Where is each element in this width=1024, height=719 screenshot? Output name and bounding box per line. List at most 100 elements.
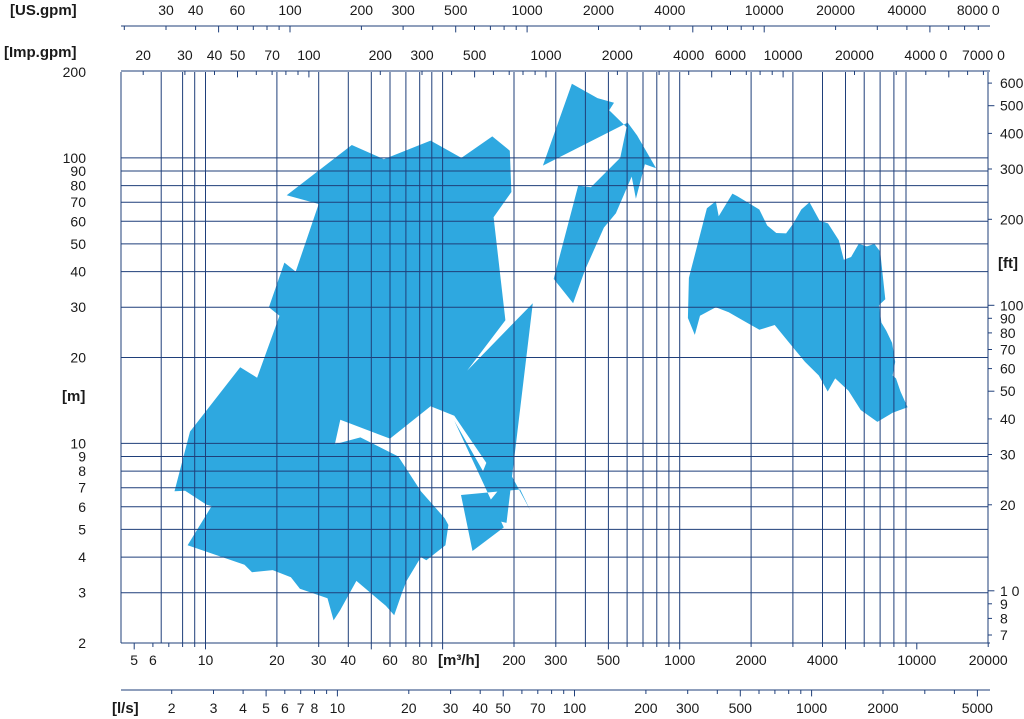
- m-tick-label: 50: [70, 236, 86, 252]
- us-gpm-tick-label: 40: [188, 2, 204, 18]
- ls-tick-label: 2000: [867, 700, 898, 716]
- m3h-tick-label: 300: [544, 652, 568, 668]
- us-gpm-tick-label: 30: [158, 2, 174, 18]
- us-gpm-tick-label: 10000: [745, 2, 784, 18]
- m-tick-label: 100: [63, 150, 87, 166]
- ft-tick-label: 50: [1000, 383, 1016, 399]
- tick-labels: 30 40 60 100 200 300 500 1000 2000 4000 10000 20000…: [63, 2, 1024, 716]
- us-gpm-tick-label: 300: [391, 2, 415, 18]
- m-tick-label: 20: [70, 350, 86, 366]
- m3h-tick-label: 2000: [736, 652, 767, 668]
- m3h-unit-label: [m³/h]: [438, 652, 480, 669]
- m-tick-label: 10: [70, 435, 86, 451]
- ls-tick-label: 5: [262, 700, 270, 716]
- us-gpm-tick-label: 20000: [816, 2, 855, 18]
- ft-tick-label: 30: [1000, 447, 1016, 463]
- ft-tick-label: 70: [1000, 341, 1016, 357]
- m3h-tick-label: 5: [130, 652, 138, 668]
- grid-lines: [121, 72, 988, 644]
- imp-gpm-tick-label: 40: [207, 47, 223, 63]
- ls-tick-label: 5000: [962, 700, 993, 716]
- imp-gpm-tick-label: 4000 0: [904, 47, 947, 63]
- imp-gpm-tick-label: 300: [410, 47, 434, 63]
- ft-tick-label: 9: [1000, 596, 1008, 612]
- imp-gpm-tick-label: 20: [135, 47, 151, 63]
- ft-tick-label: 1 0: [1000, 583, 1020, 599]
- imp-gpm-tick-label: 70: [264, 47, 280, 63]
- m3h-tick-label: 200: [502, 652, 526, 668]
- imp-gpm-tick-label: 500: [463, 47, 487, 63]
- imp-gpm-tick-label: 10000: [764, 47, 803, 63]
- ls-unit-label: [l/s]: [112, 700, 139, 717]
- m3h-tick-label: 20000: [969, 652, 1008, 668]
- m3h-tick-label: 10: [198, 652, 214, 668]
- m-tick-label: 9: [78, 449, 86, 465]
- m3h-tick-label: 6: [149, 652, 157, 668]
- m-tick-label: 5: [78, 521, 86, 537]
- ls-tick-label: 40: [472, 700, 488, 716]
- imp-gpm-tick-label: 30: [177, 47, 193, 63]
- m-tick-label: 8: [78, 463, 86, 479]
- m-tick-label: 90: [70, 163, 86, 179]
- m-tick-label: 200: [63, 64, 87, 80]
- ft-tick-label: 90: [1000, 310, 1016, 326]
- ft-tick-label: 40: [1000, 411, 1016, 427]
- us-gpm-tick-label: 60: [230, 2, 246, 18]
- imp-gpm-tick-label: 20000: [835, 47, 874, 63]
- ft-unit-label: [ft]: [998, 255, 1018, 272]
- ls-tick-label: 10: [330, 700, 346, 716]
- m3h-tick-label: 60: [382, 652, 398, 668]
- ls-tick-label: 4: [239, 700, 247, 716]
- ls-tick-label: 7: [297, 700, 305, 716]
- us-gpm-tick-label: 1000: [512, 2, 543, 18]
- m3h-tick-label: 10000: [897, 652, 936, 668]
- performance-region-5: [687, 193, 908, 422]
- m-tick-label: 4: [78, 549, 86, 565]
- imp-gpm-tick-label: 50: [230, 47, 246, 63]
- ft-tick-label: 600: [1000, 75, 1024, 91]
- us-gpm-tick-label: 200: [350, 2, 374, 18]
- ft-tick-label: 60: [1000, 361, 1016, 377]
- us-gpm-tick-label: 500: [444, 2, 468, 18]
- imp-gpm-unit-label: [Imp.gpm]: [4, 44, 77, 61]
- m-tick-label: 3: [78, 585, 86, 601]
- m-tick-label: 70: [70, 194, 86, 210]
- imp-gpm-tick-label: 7000 0: [962, 47, 1005, 63]
- m-tick-label: 40: [70, 264, 86, 280]
- ls-tick-label: 70: [530, 700, 546, 716]
- us-gpm-tick-label: 40000: [887, 2, 926, 18]
- ls-tick-label: 50: [495, 700, 511, 716]
- ls-tick-label: 8: [311, 700, 319, 716]
- axis-lines: [120, 25, 995, 697]
- imp-gpm-tick-label: 1000: [530, 47, 561, 63]
- ls-tick-label: 2: [168, 700, 176, 716]
- ft-tick-label: 8: [1000, 610, 1008, 626]
- m-tick-label: 6: [78, 499, 86, 515]
- ft-tick-label: 200: [1000, 211, 1024, 227]
- m3h-tick-label: 40: [340, 652, 356, 668]
- ls-tick-label: 1000: [796, 700, 827, 716]
- m-tick-label: 80: [70, 178, 86, 194]
- m3h-tick-label: 80: [412, 652, 428, 668]
- imp-gpm-tick-label: 6000: [715, 47, 746, 63]
- us-gpm-tick-label: 4000: [654, 2, 685, 18]
- ls-tick-label: 300: [676, 700, 700, 716]
- ft-tick-label: 7: [1000, 627, 1008, 643]
- m3h-tick-label: 30: [311, 652, 327, 668]
- m3h-tick-label: 1000: [664, 652, 695, 668]
- m3h-tick-label: 4000: [807, 652, 838, 668]
- ft-tick-label: 80: [1000, 325, 1016, 341]
- us-gpm-tick-label: 2000: [583, 2, 614, 18]
- ls-tick-label: 3: [210, 700, 218, 716]
- performance-regions: [174, 83, 908, 621]
- performance-region-3: [454, 410, 531, 551]
- us-gpm-tick-label: 8000 0: [957, 2, 1000, 18]
- m-tick-label: 30: [70, 299, 86, 315]
- m-tick-label: 7: [78, 480, 86, 496]
- us-gpm-unit-label: [US.gpm]: [10, 2, 77, 19]
- performance-region-4: [542, 83, 657, 304]
- ft-tick-label: 300: [1000, 161, 1024, 177]
- imp-gpm-tick-label: 200: [369, 47, 393, 63]
- m3h-tick-label: 500: [597, 652, 621, 668]
- ls-tick-label: 30: [443, 700, 459, 716]
